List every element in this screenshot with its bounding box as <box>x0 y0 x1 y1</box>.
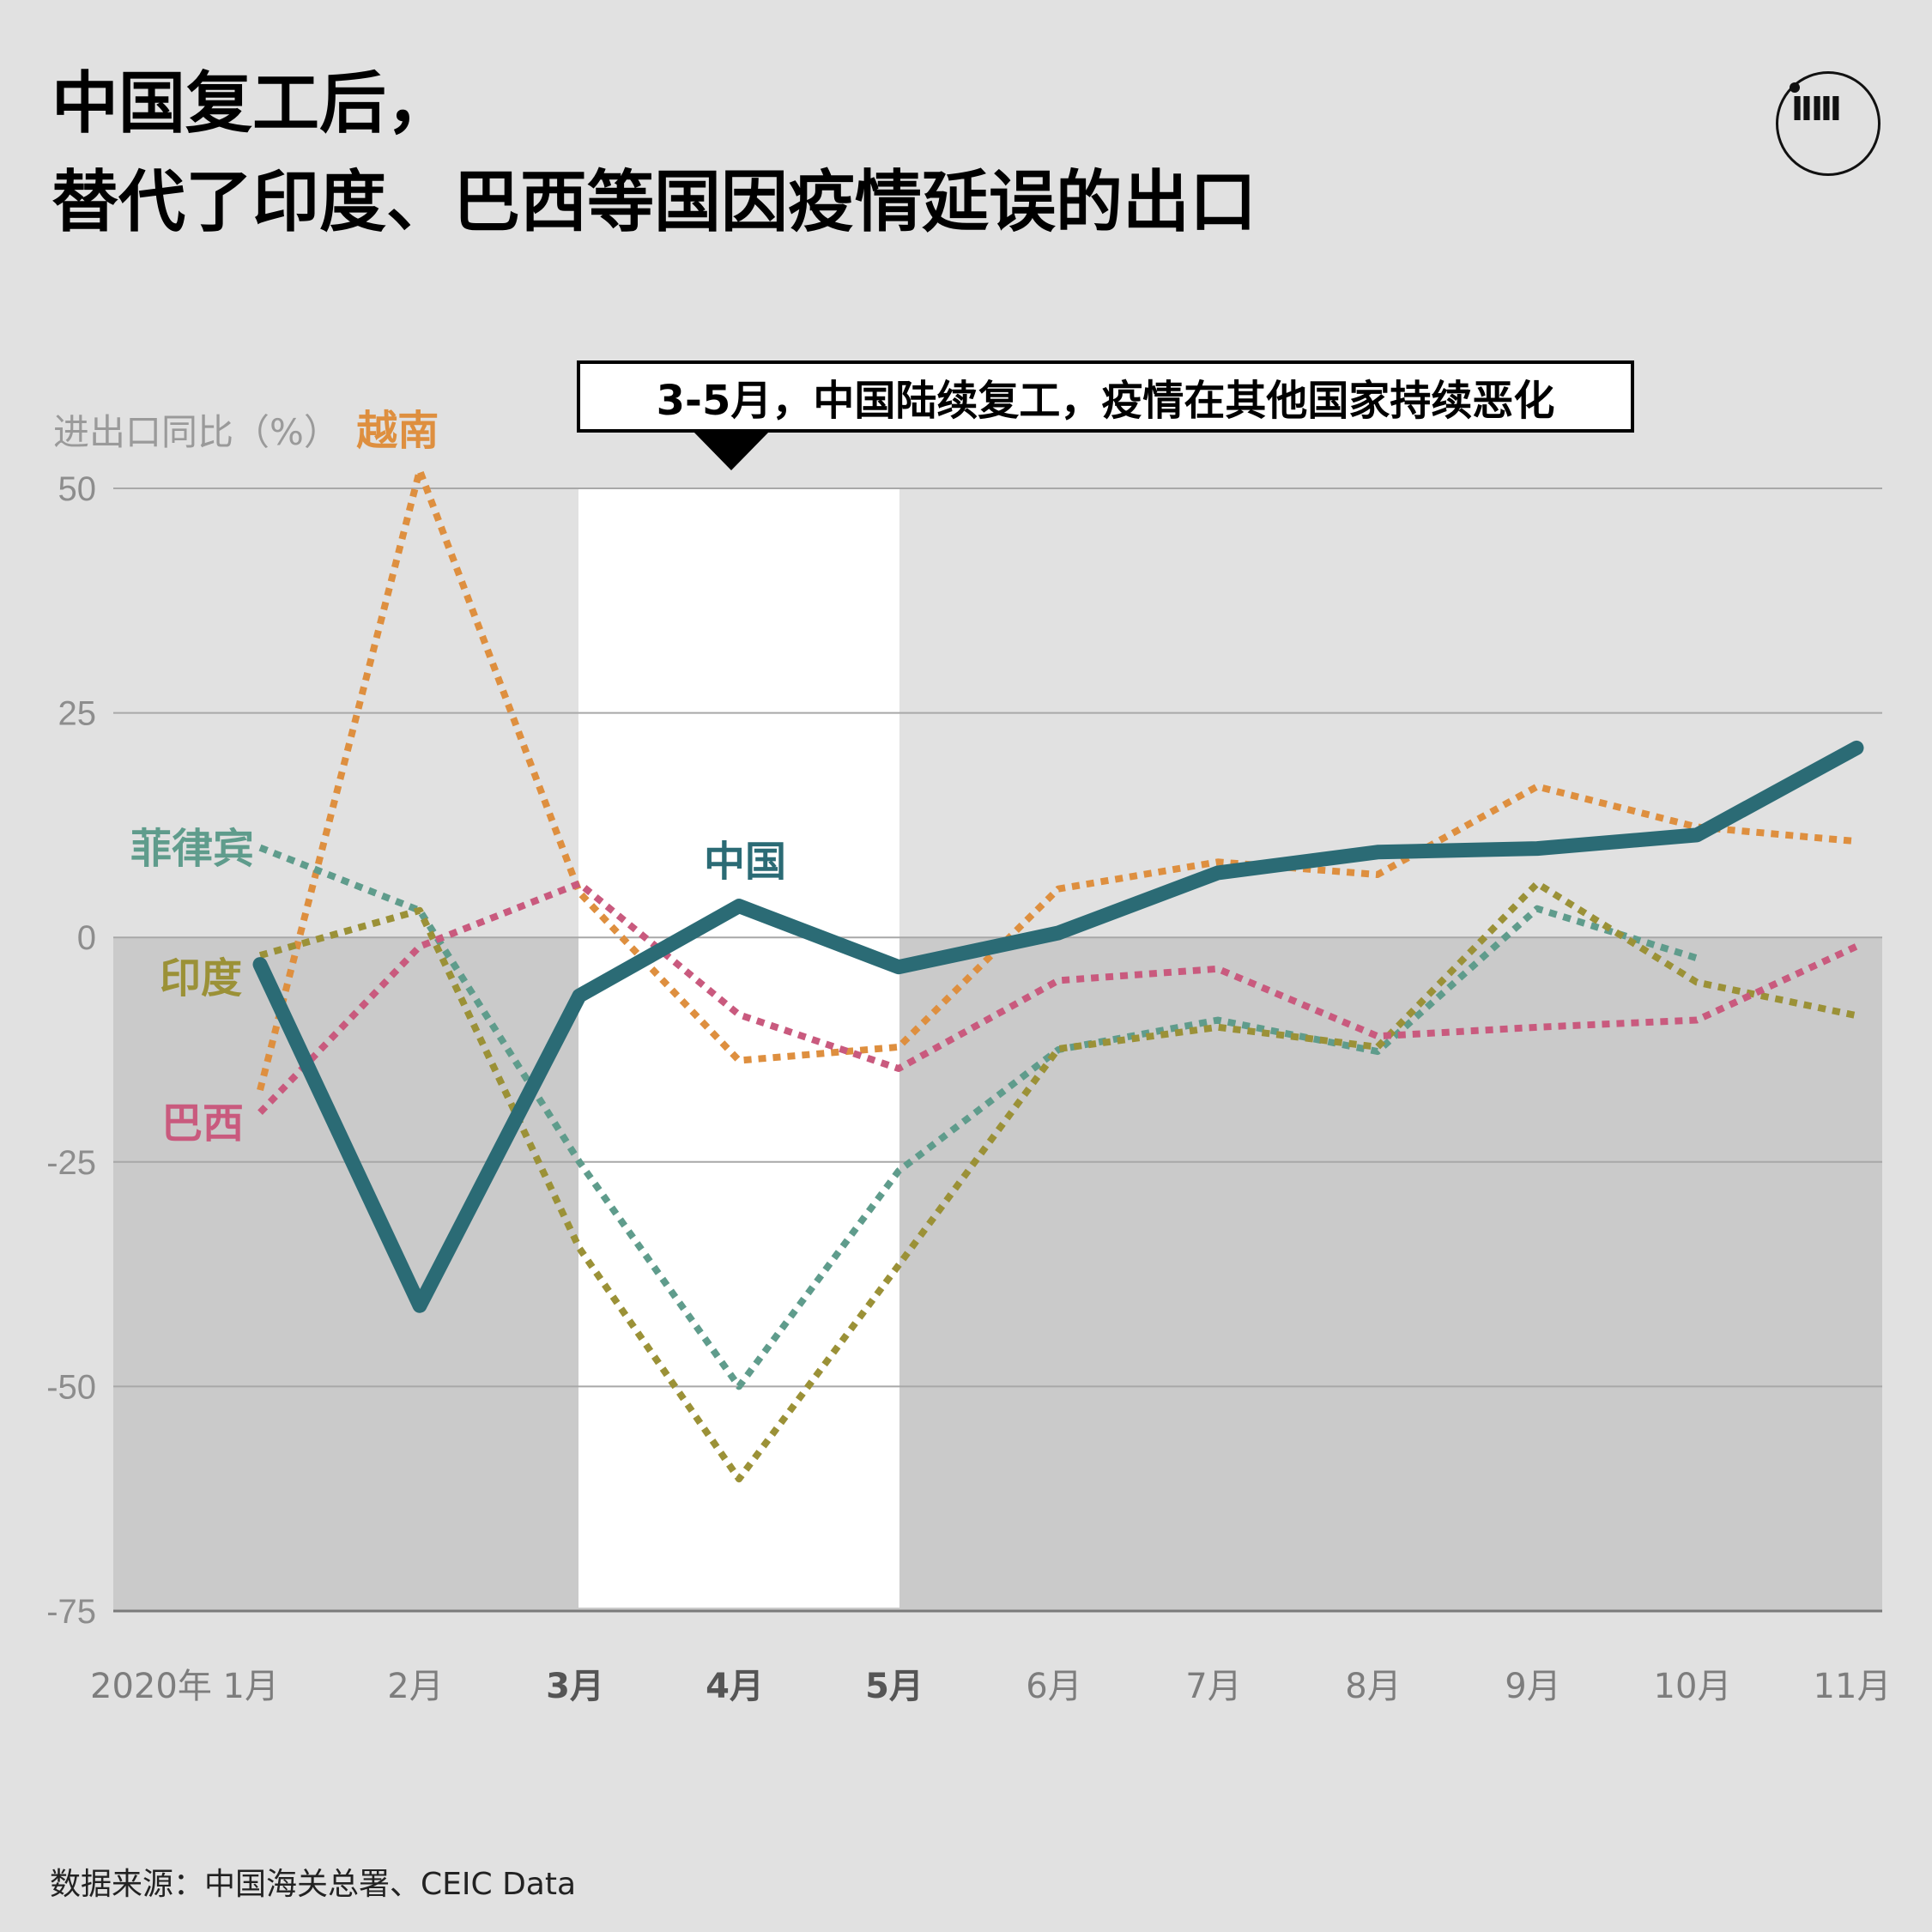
legend-label-vietnam: 越南 <box>356 407 439 455</box>
x-tick-label: 3月 <box>546 1667 604 1706</box>
x-tick-label: 2月 <box>387 1667 443 1706</box>
x-axis-ticks: 2020年 1月 2月 3月 4月 5月 6月 7月 8月 9月 10月 11月 <box>90 1667 1891 1706</box>
x-tick-label: 9月 <box>1505 1667 1560 1706</box>
x-tick-label: 7月 <box>1185 1667 1241 1706</box>
initium-logo-icon: ⅡⅢ <box>1776 71 1881 176</box>
chart-title-line2: 替代了印度、巴西等国因疫情延误的出口 <box>51 164 1257 241</box>
logo-text: ⅡⅢ <box>1791 90 1842 128</box>
callout-pointer-icon <box>693 432 769 470</box>
negative-region <box>113 937 1882 1611</box>
chart-title-line1: 中国复工后， <box>51 65 454 142</box>
series-label-0: 中国 <box>704 838 786 886</box>
x-tick-label: 4月 <box>706 1667 764 1706</box>
series-line-4 <box>257 880 1858 1115</box>
series-label-2: 菲律宾 <box>130 825 254 873</box>
series-line-2 <box>258 844 1699 1390</box>
gridlines <box>113 488 1882 1613</box>
y-tick-label: -75 <box>46 1593 96 1631</box>
x-tick-label: 6月 <box>1026 1667 1081 1706</box>
x-tick-label: 11月 <box>1814 1667 1892 1706</box>
x-tick-label: 5月 <box>865 1667 924 1706</box>
series-label-4: 巴西 <box>161 1099 244 1148</box>
data-source: 数据来源：中国海关总署、CEIC Data <box>50 1867 577 1902</box>
series-line-1 <box>257 467 1857 1092</box>
x-tick-label: 10月 <box>1654 1667 1732 1706</box>
x-tick-label: 2020年 1月 <box>90 1667 279 1706</box>
y-tick-label: 50 <box>58 470 97 508</box>
x-tick-label: 8月 <box>1345 1667 1401 1706</box>
y-tick-label: -25 <box>46 1144 96 1182</box>
chart-background <box>113 488 1882 1611</box>
y-tick-label: 25 <box>58 695 97 733</box>
y-axis-label-text: 进出口同比（%） <box>53 411 340 453</box>
y-tick-label: 0 <box>77 919 96 957</box>
y-axis-label: 进出口同比（%） 越南 <box>53 397 439 457</box>
series-line-3 <box>258 880 1857 1483</box>
series-lines <box>252 467 1864 1483</box>
y-axis-ticks: 50 25 0 -25 -50 -75 <box>46 470 96 1631</box>
series-line-0 <box>252 740 1864 1313</box>
line-chart: 50 25 0 -25 -50 -75 2020年 1月 2月 3月 4月 5月 6月 7月 8月 9月 1… <box>46 467 1891 1706</box>
y-tick-label: -50 <box>46 1368 96 1406</box>
logo-dot <box>1790 82 1800 93</box>
annotation-callout: 3-5月，中国陆续复工，疫情在其他国家持续恶化 <box>577 360 1634 433</box>
series-label-3: 印度 <box>160 954 242 1002</box>
